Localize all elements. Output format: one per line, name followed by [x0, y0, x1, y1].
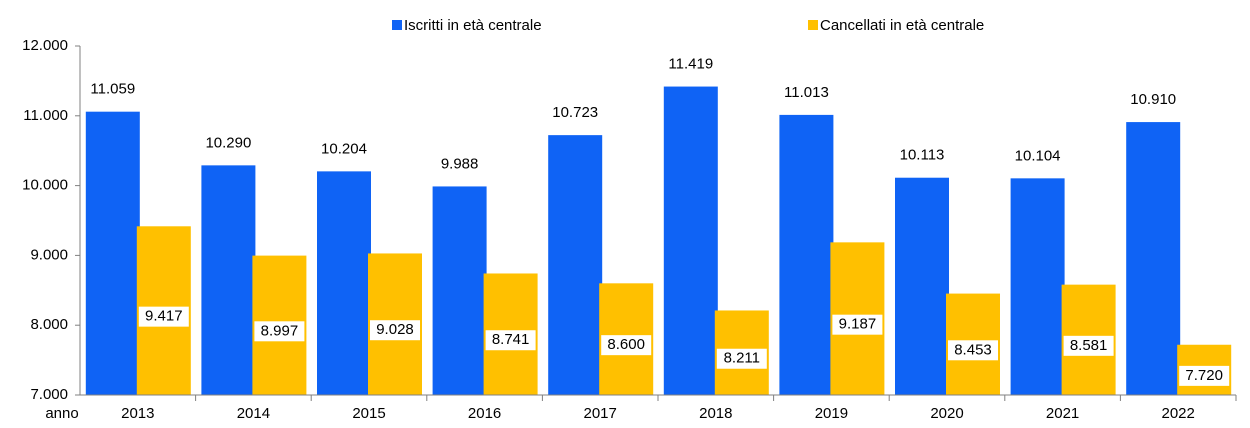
bar — [85, 111, 140, 396]
value-label: 10.104 — [1015, 147, 1061, 164]
y-tick-label: 10.000 — [22, 177, 68, 194]
bar — [1010, 178, 1065, 395]
value-label: 10.204 — [321, 140, 367, 157]
x-tick-label: 2022 — [1162, 405, 1195, 422]
value-label: 7.720 — [1185, 367, 1223, 384]
legend-label: Cancellati in età centrale — [820, 17, 984, 34]
x-tick-label: 2016 — [468, 405, 501, 422]
x-tick-label: 2018 — [699, 405, 732, 422]
value-label: 9.988 — [441, 155, 479, 172]
value-label: 9.187 — [839, 316, 877, 333]
bar — [432, 186, 487, 395]
bar — [1126, 122, 1181, 395]
x-tick-label: 2020 — [930, 405, 963, 422]
x-tick-label: 2014 — [237, 405, 270, 422]
y-tick-label: 11.000 — [23, 107, 68, 124]
value-label: 8.453 — [954, 341, 992, 358]
value-label-bg — [832, 314, 883, 335]
value-label-bg — [1179, 365, 1230, 386]
value-label-bg — [948, 340, 998, 361]
value-label: 8.741 — [492, 331, 530, 348]
value-label: 10.290 — [205, 134, 251, 151]
x-tick-label: 2021 — [1046, 405, 1079, 422]
bar — [317, 171, 371, 395]
value-label: 8.211 — [724, 350, 760, 367]
x-tick-label: 2017 — [584, 405, 617, 422]
x-tick-label: 2015 — [352, 405, 385, 422]
legend-label: Iscritti in età centrale — [404, 17, 542, 34]
value-label: 10.113 — [900, 147, 945, 164]
y-tick-label: 8.000 — [30, 316, 68, 333]
value-label: 11.419 — [668, 56, 713, 73]
bar — [779, 114, 834, 395]
value-label: 11.059 — [90, 81, 135, 98]
value-label: 9.028 — [376, 321, 414, 338]
y-tick-label: 7.000 — [30, 386, 68, 403]
value-label-bg — [485, 330, 536, 351]
bar — [663, 86, 718, 395]
y-tick-label: 9.000 — [30, 246, 68, 263]
legend-swatch — [392, 20, 402, 30]
legend-swatch — [808, 20, 818, 30]
value-label-bg — [370, 320, 420, 341]
value-label: 8.600 — [607, 336, 645, 353]
bar — [895, 177, 949, 395]
y-tick-label: 12.000 — [22, 37, 68, 54]
value-label-bg — [716, 348, 767, 369]
value-label: 10.723 — [552, 104, 598, 121]
bar — [201, 165, 256, 395]
value-label-bg — [601, 335, 652, 356]
x-axis-label: anno — [45, 405, 78, 422]
x-tick-label: 2019 — [815, 405, 848, 422]
x-tick-label: 2013 — [121, 405, 154, 422]
value-label-bg — [138, 306, 189, 327]
value-label: 10.910 — [1130, 91, 1176, 108]
bar — [548, 135, 603, 396]
value-label: 9.417 — [145, 308, 183, 325]
value-label-bg — [254, 321, 305, 342]
value-label: 8.581 — [1070, 337, 1108, 354]
value-label-bg — [1063, 335, 1114, 356]
value-label: 8.997 — [261, 322, 299, 339]
value-label: 11.013 — [784, 84, 829, 101]
